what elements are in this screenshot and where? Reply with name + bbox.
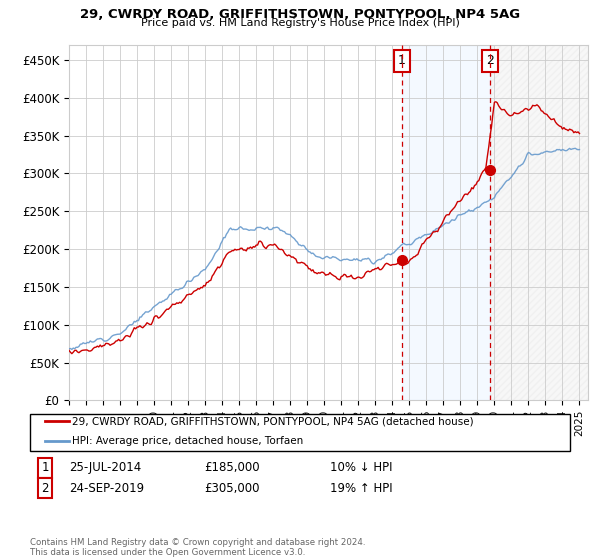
Text: 2: 2 [486,54,494,67]
Text: HPI: Average price, detached house, Torfaen: HPI: Average price, detached house, Torf… [72,436,303,446]
Bar [490,45,588,400]
Text: 19% ↑ HPI: 19% ↑ HPI [330,482,392,495]
Bar [402,45,490,400]
Text: 1: 1 [398,54,406,67]
Text: 29, CWRDY ROAD, GRIFFITHSTOWN, PONTYPOOL, NP4 5AG (detached house): 29, CWRDY ROAD, GRIFFITHSTOWN, PONTYPOOL… [72,416,473,426]
Text: £185,000: £185,000 [204,461,260,474]
Text: £305,000: £305,000 [204,482,260,495]
Text: 2: 2 [41,482,49,495]
Text: 1: 1 [41,461,49,474]
Text: 25-JUL-2014: 25-JUL-2014 [69,461,141,474]
Text: Price paid vs. HM Land Registry's House Price Index (HPI): Price paid vs. HM Land Registry's House … [140,18,460,28]
Text: 10% ↓ HPI: 10% ↓ HPI [330,461,392,474]
Text: 24-SEP-2019: 24-SEP-2019 [69,482,144,495]
Text: 29, CWRDY ROAD, GRIFFITHSTOWN, PONTYPOOL, NP4 5AG: 29, CWRDY ROAD, GRIFFITHSTOWN, PONTYPOOL… [80,8,520,21]
Text: Contains HM Land Registry data © Crown copyright and database right 2024.
This d: Contains HM Land Registry data © Crown c… [30,538,365,557]
